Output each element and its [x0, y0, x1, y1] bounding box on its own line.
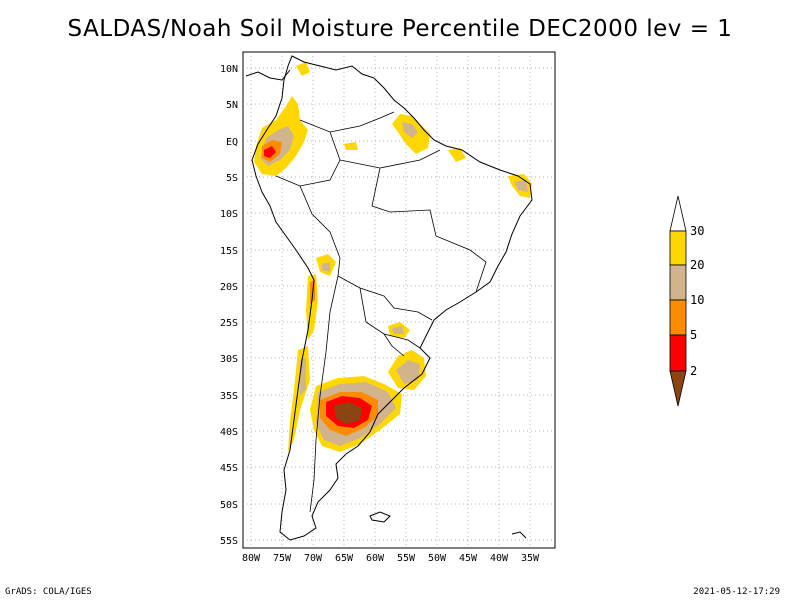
- region-northwest-2-5: [264, 146, 276, 158]
- colorbar-20-30: [669, 230, 687, 266]
- lat-label: 10N: [220, 64, 238, 75]
- panama-isthmus: [245, 69, 291, 81]
- lat-label: 50S: [220, 500, 238, 511]
- colorbar-labels: 30 20 10 5 2: [690, 224, 704, 378]
- region-caribbean-20-30: [296, 62, 310, 76]
- lat-label: 20S: [220, 282, 238, 293]
- lon-label: 60W: [366, 553, 385, 564]
- region-pampas-below-2: [334, 402, 362, 424]
- lon-label: 55W: [397, 553, 416, 564]
- region-parana-10-20: [392, 326, 404, 334]
- lon-label: 50W: [428, 553, 447, 564]
- region-uruguay-10-20: [396, 360, 420, 384]
- lat-label: 55S: [220, 536, 238, 547]
- region-bolivia-10-20: [322, 262, 330, 272]
- lat-label: 25S: [220, 318, 238, 329]
- colorbar-below-2: [669, 370, 687, 407]
- lat-label: 15S: [220, 246, 238, 257]
- colorbar-5-10: [669, 299, 687, 336]
- lat-label: 10S: [220, 209, 238, 220]
- coastlines-and-borders: [245, 55, 533, 541]
- lon-label: 70W: [304, 553, 323, 564]
- colorbar-label: 20: [690, 258, 704, 272]
- shaded-regions: [254, 62, 532, 452]
- lat-label: 30S: [220, 354, 238, 365]
- falkland-islands: [369, 511, 391, 523]
- footer-timestamp: 2021-05-12-17:29: [693, 587, 780, 597]
- lon-label: 40W: [490, 553, 509, 564]
- lon-label: 65W: [335, 553, 354, 564]
- map-title: SALDAS/Noah Soil Moisture Percentile DEC…: [67, 16, 733, 42]
- colorbar-2-5: [669, 334, 687, 372]
- lon-label: 75W: [273, 553, 292, 564]
- lat-label: EQ: [226, 137, 238, 148]
- region-ceara-10-20: [514, 180, 528, 192]
- colorbar-label: 5: [690, 328, 697, 342]
- colorbar-10-20: [669, 264, 687, 301]
- colorbar-label: 10: [690, 293, 704, 307]
- colorbar-label: 30: [690, 224, 704, 238]
- south-america-coastline: [251, 55, 533, 541]
- region-amapa-20-30: [448, 148, 466, 162]
- lon-label: 45W: [459, 553, 478, 564]
- lat-label: 45S: [220, 463, 238, 474]
- lat-label: 40S: [220, 427, 238, 438]
- longitude-axis: 80W 75W 70W 65W 60W 55W 50W 45W 40W 35W: [242, 553, 540, 564]
- lon-label: 80W: [242, 553, 261, 564]
- lat-label: 35S: [220, 391, 238, 402]
- lat-label: 5N: [226, 100, 238, 111]
- colorbar-above-30: [669, 195, 687, 232]
- region-guianas-10-20: [402, 122, 418, 138]
- colorbar: [669, 195, 687, 407]
- lon-label: 35W: [521, 553, 540, 564]
- lat-label: 5S: [226, 173, 238, 184]
- latitude-axis: 10N 5N EQ 5S 10S 15S 20S 25S 30S 35S 40S…: [220, 64, 238, 547]
- region-central-chile-10-20: [300, 358, 306, 396]
- region-roraima-20-30: [344, 142, 358, 150]
- country-borders: [275, 111, 487, 513]
- south-georgia: [511, 531, 527, 539]
- footer-credit: GrADS: COLA/IGES: [5, 587, 92, 597]
- colorbar-label: 2: [690, 364, 697, 378]
- grid-lines: [243, 52, 555, 548]
